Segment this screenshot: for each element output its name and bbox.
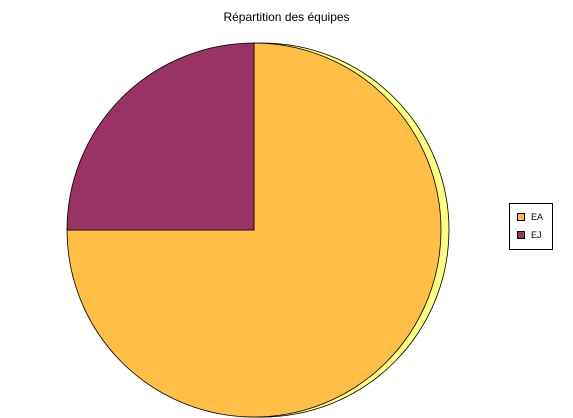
- legend: EA EJ: [509, 203, 553, 250]
- legend-item-ea: EA: [517, 211, 543, 223]
- pie-slice-ej: [66, 42, 255, 231]
- chart-title: Répartition des équipes: [223, 10, 350, 24]
- legend-swatch-ea: [517, 213, 525, 221]
- legend-item-ej: EJ: [517, 229, 542, 241]
- legend-label-ea: EA: [531, 212, 544, 222]
- legend-swatch-ej: [517, 231, 525, 239]
- legend-label-ej: EJ: [531, 230, 542, 240]
